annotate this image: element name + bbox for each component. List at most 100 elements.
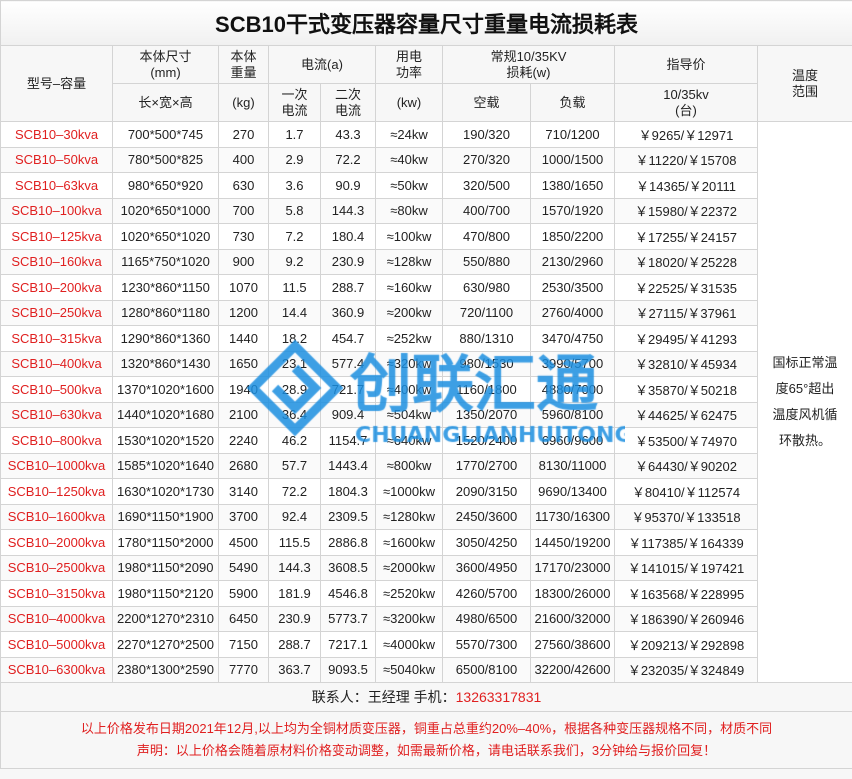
cell-price: ￥14365/￥20111 (614, 172, 758, 199)
cell-size: 1440*1020*1680 (112, 401, 219, 428)
cell-current2: 180.4 (320, 223, 376, 250)
cell-weight: 900 (218, 248, 269, 275)
cell-price: ￥64430/￥90202 (614, 452, 758, 479)
table-row: SCB10–5000kva 2270*1270*2500 7150 288.7 7217… (0, 631, 852, 658)
table-row: SCB10–4000kva 2200*1270*2310 6450 230.9 5773… (0, 605, 852, 632)
table-row: SCB10–800kva 1530*1020*1520 2240 46.2 1154.7… (0, 427, 852, 454)
cell-current2: 360.9 (320, 299, 376, 326)
cell-current1: 181.9 (268, 580, 321, 607)
cell-load-loss: 14450/19200 (530, 529, 615, 556)
table-row: SCB10–63kva 980*650*920 630 3.6 90.9 ≈50kw 320… (0, 172, 852, 199)
cell-size: 1980*1150*2090 (112, 554, 219, 581)
cell-current1: 3.6 (268, 172, 321, 199)
cell-current2: 454.7 (320, 325, 376, 352)
cell-noload-loss: 270/320 (442, 146, 531, 173)
cell-price: ￥9265/￥12971 (614, 121, 758, 148)
cell-noload-loss: 5570/7300 (442, 631, 531, 658)
cell-power: ≈1000kw (375, 478, 443, 505)
cell-current2: 1443.4 (320, 452, 376, 479)
cell-load-loss: 1850/2200 (530, 223, 615, 250)
cell-noload-loss: 550/880 (442, 248, 531, 275)
cell-size: 1230*860*1150 (112, 274, 219, 301)
cell-price: ￥32810/￥45934 (614, 350, 758, 377)
cell-model: SCB10–1000kva (0, 452, 113, 479)
cell-noload-loss: 3050/4250 (442, 529, 531, 556)
cell-noload-loss: 2090/3150 (442, 478, 531, 505)
cell-model: SCB10–3150kva (0, 580, 113, 607)
cell-model: SCB10–5000kva (0, 631, 113, 658)
cell-power: ≈100kw (375, 223, 443, 250)
cell-size: 1780*1150*2000 (112, 529, 219, 556)
cell-current1: 92.4 (268, 503, 321, 530)
cell-model: SCB10–800kva (0, 427, 113, 454)
cell-power: ≈5040kw (375, 656, 443, 683)
cell-size: 1530*1020*1520 (112, 427, 219, 454)
cell-model: SCB10–630kva (0, 401, 113, 428)
cell-noload-loss: 320/500 (442, 172, 531, 199)
header-temp: 温度 范围 (756, 45, 852, 122)
cell-weight: 7150 (218, 631, 269, 658)
cell-current2: 230.9 (320, 248, 376, 275)
contact-phone: 13263317831 (455, 689, 542, 705)
header-model: 型号–容量 (0, 45, 113, 122)
cell-current1: 363.7 (268, 656, 321, 683)
cell-current1: 288.7 (268, 631, 321, 658)
cell-power: ≈2000kw (375, 554, 443, 581)
cell-noload-loss: 3600/4950 (442, 554, 531, 581)
cell-power: ≈320kw (375, 350, 443, 377)
cell-noload-loss: 1520/2400 (442, 427, 531, 454)
cell-current2: 144.3 (320, 197, 376, 224)
table-row: SCB10–160kva 1165*750*1020 900 9.2 230.9 ≈128… (0, 248, 852, 275)
cell-price: ￥17255/￥24157 (614, 223, 758, 250)
table-row: SCB10–2500kva 1980*1150*2090 5490 144.3 3608… (0, 554, 852, 581)
cell-noload-loss: 1350/2070 (442, 401, 531, 428)
cell-current1: 57.7 (268, 452, 321, 479)
cell-load-loss: 3470/4750 (530, 325, 615, 352)
table-row: SCB10–6300kva 2380*1300*2590 7770 363.7 9093… (0, 656, 852, 683)
cell-load-loss: 21600/32000 (530, 605, 615, 632)
cell-weight: 2680 (218, 452, 269, 479)
cell-model: SCB10–30kva (0, 121, 113, 148)
cell-size: 1290*860*1360 (112, 325, 219, 352)
cell-size: 1370*1020*1600 (112, 376, 219, 403)
cell-weight: 3700 (218, 503, 269, 530)
cell-load-loss: 2530/3500 (530, 274, 615, 301)
cell-current2: 9093.5 (320, 656, 376, 683)
cell-noload-loss: 2450/3600 (442, 503, 531, 530)
cell-weight: 2100 (218, 401, 269, 428)
cell-weight: 2240 (218, 427, 269, 454)
cell-price: ￥232035/￥324849 (614, 656, 758, 683)
cell-size: 1585*1020*1640 (112, 452, 219, 479)
cell-model: SCB10–1600kva (0, 503, 113, 530)
header-power: 用电 功率 (375, 45, 443, 84)
cell-current2: 1154.7 (320, 427, 376, 454)
cell-load-loss: 11730/16300 (530, 503, 615, 530)
table-row: SCB10–1250kva 1630*1020*1730 3140 72.2 1804.… (0, 478, 852, 505)
cell-weight: 1200 (218, 299, 269, 326)
cell-price: ￥29495/￥41293 (614, 325, 758, 352)
cell-price: ￥53500/￥74970 (614, 427, 758, 454)
cell-current2: 2886.8 (320, 529, 376, 556)
cell-load-loss: 710/1200 (530, 121, 615, 148)
cell-noload-loss: 720/1100 (442, 299, 531, 326)
table-row: SCB10–100kva 1020*650*1000 700 5.8 144.3 ≈80k… (0, 197, 852, 224)
cell-noload-loss: 880/1310 (442, 325, 531, 352)
cell-weight: 1440 (218, 325, 269, 352)
cell-current1: 14.4 (268, 299, 321, 326)
cell-power: ≈252kw (375, 325, 443, 352)
cell-weight: 5490 (218, 554, 269, 581)
cell-weight: 270 (218, 121, 269, 148)
cell-model: SCB10–500kva (0, 376, 113, 403)
cell-weight: 6450 (218, 605, 269, 632)
cell-noload-loss: 1160/1800 (442, 376, 531, 403)
table-row: SCB10–400kva 1320*860*1430 1650 23.1 577.4 ≈3… (0, 350, 852, 377)
cell-price: ￥117385/￥164339 (614, 529, 758, 556)
cell-power: ≈800kw (375, 452, 443, 479)
cell-model: SCB10–400kva (0, 350, 113, 377)
cell-current2: 288.7 (320, 274, 376, 301)
cell-model: SCB10–160kva (0, 248, 113, 275)
cell-size: 780*500*825 (112, 146, 219, 173)
cell-power: ≈40kw (375, 146, 443, 173)
cell-current2: 5773.7 (320, 605, 376, 632)
